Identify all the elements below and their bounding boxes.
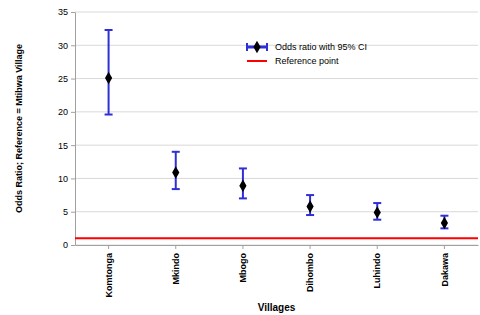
y-tick: 0 [63,240,75,250]
x-tick-mark [108,245,109,249]
error-bar-cap-high [440,215,448,217]
y-tick-label: 15 [58,141,68,151]
point [306,200,313,212]
x-tick: Luhindo [372,245,382,289]
x-axis-title: Villages [258,302,296,313]
y-tick-label: 5 [63,207,68,217]
y-tick-label: 0 [63,240,68,250]
error-bar-cap-high [373,202,381,204]
y-tick-mark [71,45,75,46]
x-tick-mark [175,245,176,249]
y-axis: 0 5 10 15 20 25 30 35 [58,7,76,250]
x-tick-label: Dihombo [305,253,315,292]
error-bar [440,216,448,229]
x-tick: Mkindo [171,245,181,285]
legend-swatch-line [247,60,267,62]
x-tick: Komtonga [104,245,114,298]
y-tick-mark [71,145,75,146]
error-bar [373,203,381,220]
point [105,72,112,84]
error-bar-cap-low [306,214,314,216]
grid-line [75,178,478,179]
y-tick: 35 [58,7,75,17]
legend-swatch-marker [253,41,260,53]
x-tick-mark [444,245,445,249]
x-axis-line [76,245,479,246]
x-tick-label: Luhindo [372,253,382,289]
y-tick-mark [71,12,75,13]
plot: 0 5 10 15 20 25 30 35 Komtonga Mkindo Mbogo Dihombo… [58,7,479,297]
y-tick-mark [71,245,75,246]
x-tick: Mbogo [238,245,248,283]
error-bar-cap-low [373,219,381,221]
error-bar [172,152,180,189]
legend-entry: Reference point [247,56,339,66]
error-bar [105,30,113,115]
error-bar-cap-high [306,194,314,196]
x-tick-label: Dakawa [440,252,450,287]
error-bar-cap-low [239,197,247,199]
legend-label: Odds ratio with 95% CI [275,42,367,52]
grid-line [75,145,478,146]
y-tick: 10 [58,174,75,184]
y-tick: 15 [58,141,75,151]
legend-entry: Odds ratio with 95% CI [247,41,367,53]
error-bar-cap-low [172,188,180,190]
chart: 0 5 10 15 20 25 30 35 Komtonga Mkindo Mbogo Dihombo… [0,0,480,315]
point [172,166,179,178]
grid-line [75,111,478,112]
x-tick: Dihombo [305,245,315,292]
y-tick: 25 [58,74,75,84]
error-bar [239,168,247,198]
x-tick-mark [242,245,243,249]
y-tick-label: 35 [58,7,68,17]
legend-swatch-cap [246,43,248,51]
x-tick-label: Mbogo [238,253,248,283]
error-bar-cap-low [105,114,113,116]
y-tick: 30 [58,41,75,51]
error-bar-cap-high [239,167,247,169]
x-tick: Dakawa [440,245,450,287]
grid-line [75,78,478,79]
x-tick-mark [310,245,311,249]
grid-line [75,211,478,212]
y-tick: 20 [58,107,75,117]
y-tick-label: 30 [58,41,68,51]
x-axis: Komtonga Mkindo Mbogo Dihombo Luhindo Dakawa [76,245,479,298]
series [105,30,449,229]
point [239,180,246,192]
error-bar-cap-high [105,29,113,31]
x-tick-label: Komtonga [104,252,114,297]
legend: Odds ratio with 95% CI Reference point [247,41,367,66]
point [374,206,381,218]
grid-line [75,245,478,246]
error-bar-cap-high [172,151,180,153]
grid [75,12,478,245]
y-axis-title: Odds Ratio; Reference = Mtibwa Village [14,44,24,213]
y-tick: 5 [63,207,75,217]
marks [75,30,478,238]
legend-label: Reference point [275,56,339,66]
y-tick-mark [71,178,75,179]
y-tick-label: 25 [58,74,68,84]
y-tick-label: 20 [58,107,68,117]
point [441,217,448,229]
y-tick-mark [71,79,75,80]
y-tick-mark [71,112,75,113]
reference-line [75,237,478,239]
y-tick-mark [71,212,75,213]
y-axis-line [75,13,76,246]
y-tick-label: 10 [58,174,68,184]
legend-swatch-cap [266,43,268,51]
x-tick-mark [377,245,378,249]
grid-line [75,12,478,13]
error-bar [306,195,314,215]
x-tick-label: Mkindo [171,253,181,285]
